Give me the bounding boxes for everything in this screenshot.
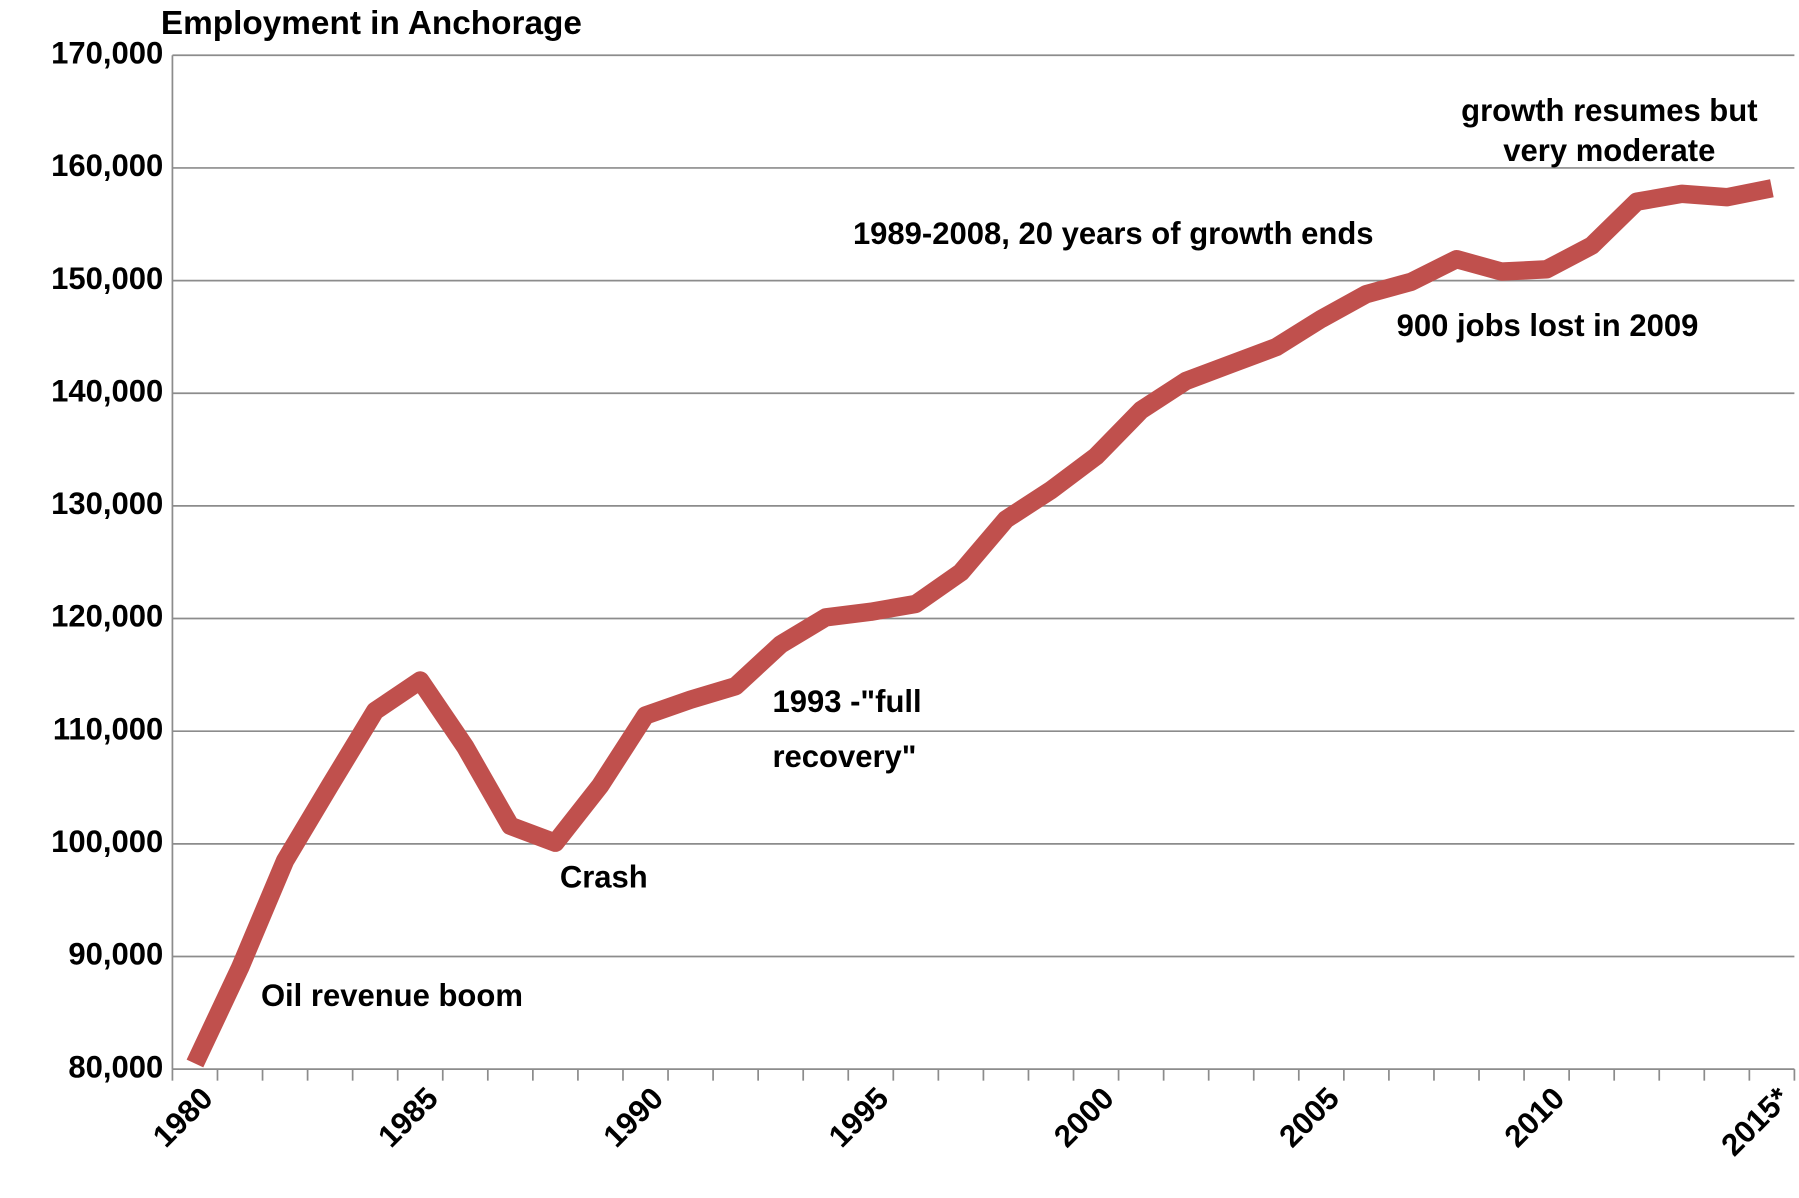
y-tick-label: 100,000 bbox=[51, 824, 163, 859]
annotation: 900 jobs lost in 2009 bbox=[1397, 308, 1699, 343]
y-tick-label: 130,000 bbox=[51, 486, 163, 521]
annotation: recovery" bbox=[772, 739, 916, 774]
annotation: very moderate bbox=[1503, 133, 1715, 168]
annotation: growth resumes but bbox=[1461, 93, 1757, 128]
y-tick-label: 110,000 bbox=[53, 711, 163, 746]
y-tick-label: 90,000 bbox=[68, 937, 163, 972]
annotation: Crash bbox=[560, 860, 648, 895]
annotation: 1993 -"full bbox=[772, 684, 921, 719]
chart-title: Employment in Anchorage bbox=[161, 5, 582, 42]
x-tick-label: 1995 bbox=[822, 1080, 896, 1154]
x-tick-label: 1980 bbox=[146, 1080, 220, 1154]
data-line bbox=[186, 179, 1774, 1068]
x-tick-label: 2010 bbox=[1498, 1080, 1572, 1154]
annotation: Oil revenue boom bbox=[261, 978, 523, 1013]
y-tick-label: 150,000 bbox=[51, 261, 163, 296]
x-tick-label: 1985 bbox=[371, 1080, 445, 1154]
y-tick-label: 170,000 bbox=[51, 35, 163, 70]
y-tick-label: 80,000 bbox=[68, 1049, 163, 1084]
x-tick-label: 1990 bbox=[597, 1080, 671, 1154]
annotation: 1989-2008, 20 years of growth ends bbox=[853, 216, 1374, 251]
x-tick-label: 2000 bbox=[1047, 1080, 1121, 1154]
x-tick-label: 2015* bbox=[1714, 1080, 1797, 1163]
y-tick-label: 140,000 bbox=[51, 373, 163, 408]
x-tick-label: 2005 bbox=[1272, 1080, 1346, 1154]
y-tick-label: 160,000 bbox=[51, 148, 163, 183]
y-tick-label: 120,000 bbox=[51, 599, 163, 634]
